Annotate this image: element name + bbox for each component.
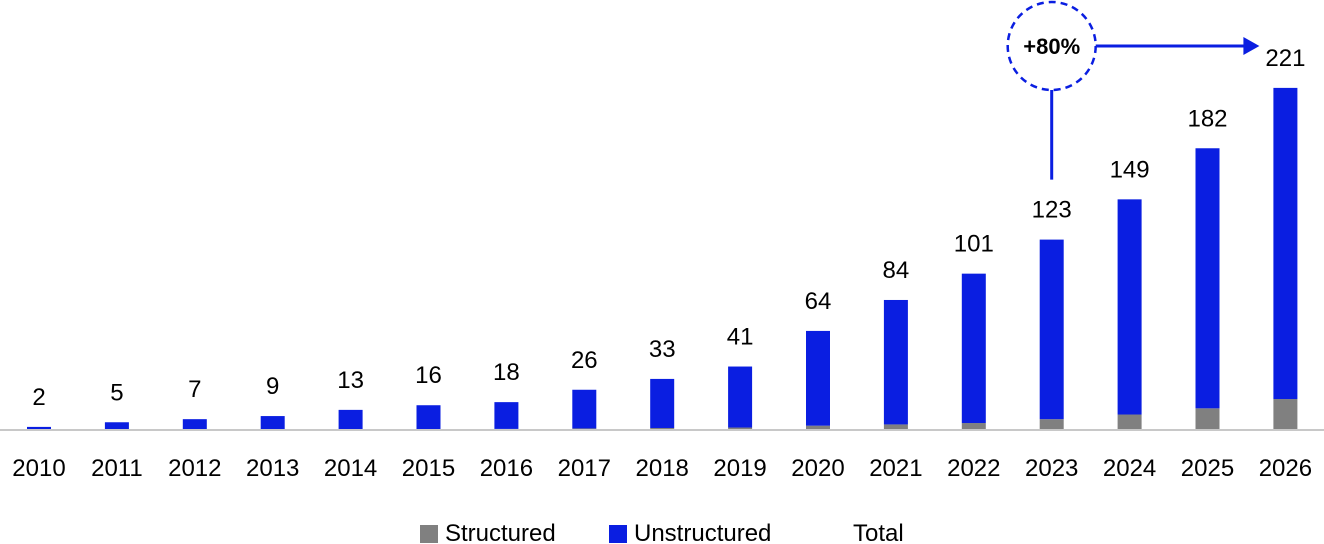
bar-structured-2018 [650, 427, 675, 430]
x-tick-2018: 2018 [636, 455, 689, 482]
bar-unstructured-2014 [338, 409, 363, 430]
legend-label-total: Total [853, 520, 904, 544]
x-tick-2023: 2023 [1025, 455, 1078, 482]
growth-annotation: +80% [1006, 0, 1260, 180]
x-tick-2012: 2012 [168, 455, 221, 482]
total-label-2010: 2 [32, 384, 45, 411]
x-tick-2011: 2011 [91, 455, 143, 482]
bar-unstructured-2024 [1117, 199, 1142, 415]
bar-unstructured-2011 [104, 422, 129, 430]
x-tick-2014: 2014 [324, 455, 377, 482]
total-label-2016: 18 [493, 359, 520, 386]
bar-structured-2019 [728, 427, 753, 430]
x-tick-labels: 2010 2011 2012 2013 2014 2015 2016 2017 2018 2019… [12, 455, 1312, 482]
total-data-labels: 2 5 7 9 13 16 18 26 33 41 64 84 101 123 149 182 221 [32, 45, 1305, 411]
bar-unstructured-2012 [182, 419, 207, 430]
total-label-2023: 123 [1032, 197, 1072, 224]
total-label-2012: 7 [188, 376, 201, 403]
bar-unstructured-2019 [728, 366, 753, 428]
total-label-2019: 41 [727, 324, 754, 351]
x-tick-2010: 2010 [12, 455, 65, 482]
total-label-2022: 101 [954, 231, 994, 258]
total-label-2025: 182 [1187, 105, 1227, 132]
total-label-2011: 5 [110, 379, 123, 406]
bar-structured-2022 [961, 423, 986, 430]
bar-unstructured-2017 [572, 389, 597, 429]
bar-unstructured-2026 [1273, 87, 1298, 400]
x-tick-2017: 2017 [558, 455, 611, 482]
x-tick-2026: 2026 [1259, 455, 1312, 482]
x-tick-2024: 2024 [1103, 455, 1156, 482]
bar-structured-2026 [1273, 399, 1298, 430]
x-tick-2015: 2015 [402, 455, 455, 482]
bar-structured-2025 [1195, 408, 1220, 430]
legend: Structured Unstructured Total [420, 520, 904, 544]
x-tick-2016: 2016 [480, 455, 533, 482]
x-tick-2020: 2020 [791, 455, 844, 482]
bars-group [27, 87, 1298, 431]
bar-structured-2023 [1039, 419, 1064, 430]
x-tick-2021: 2021 [869, 455, 922, 482]
total-label-2024: 149 [1110, 156, 1150, 183]
bar-structured-2024 [1117, 414, 1142, 430]
total-label-2020: 64 [805, 288, 832, 315]
legend-swatch-unstructured [609, 525, 627, 543]
total-label-2014: 13 [337, 367, 364, 394]
total-label-2021: 84 [883, 257, 910, 284]
bar-unstructured-2016 [494, 402, 519, 429]
bar-unstructured-2020 [806, 330, 830, 426]
legend-label-unstructured: Unstructured [634, 520, 771, 544]
x-tick-2022: 2022 [947, 455, 1000, 482]
x-tick-2019: 2019 [713, 455, 766, 482]
annotation-text: +80% [1023, 34, 1080, 59]
bar-unstructured-2021 [883, 299, 908, 425]
legend-label-structured: Structured [445, 520, 556, 544]
total-label-2018: 33 [649, 336, 676, 363]
bar-unstructured-2015 [416, 405, 441, 430]
total-label-2026: 221 [1265, 45, 1305, 72]
x-tick-2025: 2025 [1181, 455, 1234, 482]
bar-structured-2020 [806, 425, 830, 430]
legend-swatch-structured [420, 525, 438, 543]
bar-unstructured-2013 [260, 416, 285, 430]
bar-structured-2021 [883, 424, 908, 430]
total-label-2017: 26 [571, 347, 598, 374]
total-label-2015: 16 [415, 362, 442, 389]
bar-unstructured-2018 [650, 378, 675, 428]
bar-unstructured-2025 [1195, 148, 1220, 409]
bar-unstructured-2023 [1039, 239, 1064, 420]
x-tick-2013: 2013 [246, 455, 299, 482]
annotation-arrow-head [1243, 37, 1260, 55]
total-label-2013: 9 [266, 373, 279, 400]
bar-unstructured-2022 [961, 273, 986, 424]
bar-unstructured-2010 [27, 426, 51, 430]
